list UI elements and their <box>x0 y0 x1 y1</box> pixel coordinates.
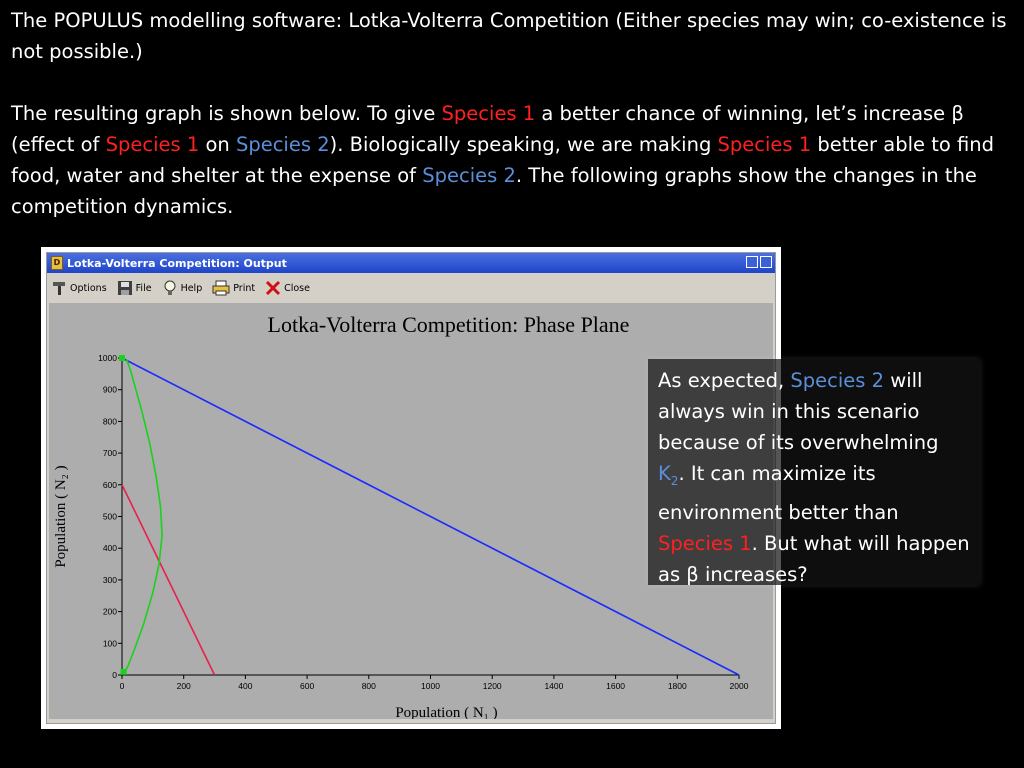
y-axis-label: Population ( N₂ ) <box>53 465 69 567</box>
x-tick-label: 1600 <box>606 681 625 691</box>
floppy-icon <box>117 281 132 295</box>
para-text: better able to find food, water and shel… <box>11 133 994 187</box>
para-text: a better chance of winning, let’s increa… <box>11 102 964 156</box>
x-tick-label: 200 <box>177 681 191 691</box>
y-tick-label: 0 <box>112 670 117 680</box>
help-button[interactable]: Help <box>162 280 203 296</box>
x-tick-label: 800 <box>362 681 376 691</box>
x-tick-label: 2000 <box>730 681 749 691</box>
callout-text: . But what will happen as β increases? <box>658 531 970 586</box>
close-x-icon <box>266 280 281 296</box>
window-title: Lotka-Volterra Competition: Output <box>67 256 287 270</box>
series-line-2 <box>121 484 216 676</box>
window-titlebar[interactable]: D Lotka-Volterra Competition: Output <box>47 253 775 273</box>
callout-text: As expected, <box>658 369 791 392</box>
y-tick-label: 200 <box>103 607 117 617</box>
file-label: File <box>135 282 152 294</box>
species-1-label: Species 1 <box>717 133 812 156</box>
lightbulb-icon <box>164 280 176 295</box>
para-text: ). Biologically speaking, we are making <box>329 133 718 156</box>
x-tick-label: 600 <box>300 681 314 691</box>
y-tick-label: 900 <box>103 385 117 395</box>
species-1-label: Species 1 <box>658 531 752 555</box>
chart-title: Lotka-Volterra Competition: Phase Plane <box>268 312 630 337</box>
y-tick-label: 800 <box>103 416 117 426</box>
help-label: Help <box>180 282 203 294</box>
y-tick-label: 600 <box>103 480 117 490</box>
options-icon <box>53 282 65 295</box>
app-icon: D <box>51 256 63 270</box>
callout-text: . It can maximize its environment better… <box>658 462 899 524</box>
window-frame: D Lotka-Volterra Competition: Output Opt… <box>46 252 776 724</box>
trajectory-marker <box>120 668 127 675</box>
close-label: Close <box>284 282 310 294</box>
k-symbol: K <box>658 462 671 485</box>
species-1-label: Species 1 <box>441 102 536 125</box>
para-text: . The following graphs show the changes … <box>11 164 977 218</box>
close-button[interactable]: Close <box>265 280 310 296</box>
series-line-3 <box>122 359 163 675</box>
toolbar: Options File Help Print Close <box>47 275 775 301</box>
y-tick-label: 400 <box>103 543 117 553</box>
y-tick-label: 700 <box>103 448 117 458</box>
k-subscript: 2 <box>670 473 679 488</box>
x-tick-label: 1000 <box>421 681 440 691</box>
x-tick-label: 400 <box>238 681 252 691</box>
para-text: The resulting graph is shown below. To g… <box>11 102 442 125</box>
maximize-button[interactable] <box>760 256 772 268</box>
y-tick-label: 100 <box>103 638 117 648</box>
species-2-label: Species 2 <box>422 164 516 187</box>
x-tick-label: 1800 <box>668 681 687 691</box>
species-2-label: Species 2 <box>235 133 330 156</box>
x-tick-label: 1200 <box>483 681 502 691</box>
species-2-label: Species 2 <box>790 369 885 392</box>
x-axis-label: Population ( N₁ ) <box>395 705 497 719</box>
series-line-1 <box>121 357 740 676</box>
print-button[interactable]: Print <box>212 280 255 296</box>
print-label: Print <box>233 282 256 294</box>
printer-icon <box>212 280 230 296</box>
x-tick-label: 0 <box>120 681 125 691</box>
options-button[interactable]: Options <box>51 280 107 296</box>
y-tick-label: 500 <box>103 512 117 522</box>
species-1-label: Species 1 <box>105 133 200 156</box>
slide-text: The POPULUS modelling software: Lotka-Vo… <box>11 5 1016 222</box>
para-text: on <box>199 133 236 156</box>
x-tick-label: 1400 <box>544 681 563 691</box>
y-tick-label: 1000 <box>98 353 117 363</box>
slide-heading: The POPULUS modelling software: Lotka-Vo… <box>11 9 1007 63</box>
phase-plane-chart: Lotka-Volterra Competition: Phase Plane 0… <box>53 312 749 719</box>
slide-paragraph: The resulting graph is shown below. To g… <box>11 98 1016 222</box>
y-tick-label: 300 <box>103 575 117 585</box>
options-label: Options <box>70 282 107 294</box>
file-button[interactable]: File <box>117 280 152 296</box>
trajectory-marker <box>119 355 125 361</box>
restore-button[interactable] <box>746 256 758 268</box>
callout-text: will always win in this scenario because… <box>658 369 939 454</box>
callout-box: As expected, Species 2 will always win i… <box>648 359 980 586</box>
